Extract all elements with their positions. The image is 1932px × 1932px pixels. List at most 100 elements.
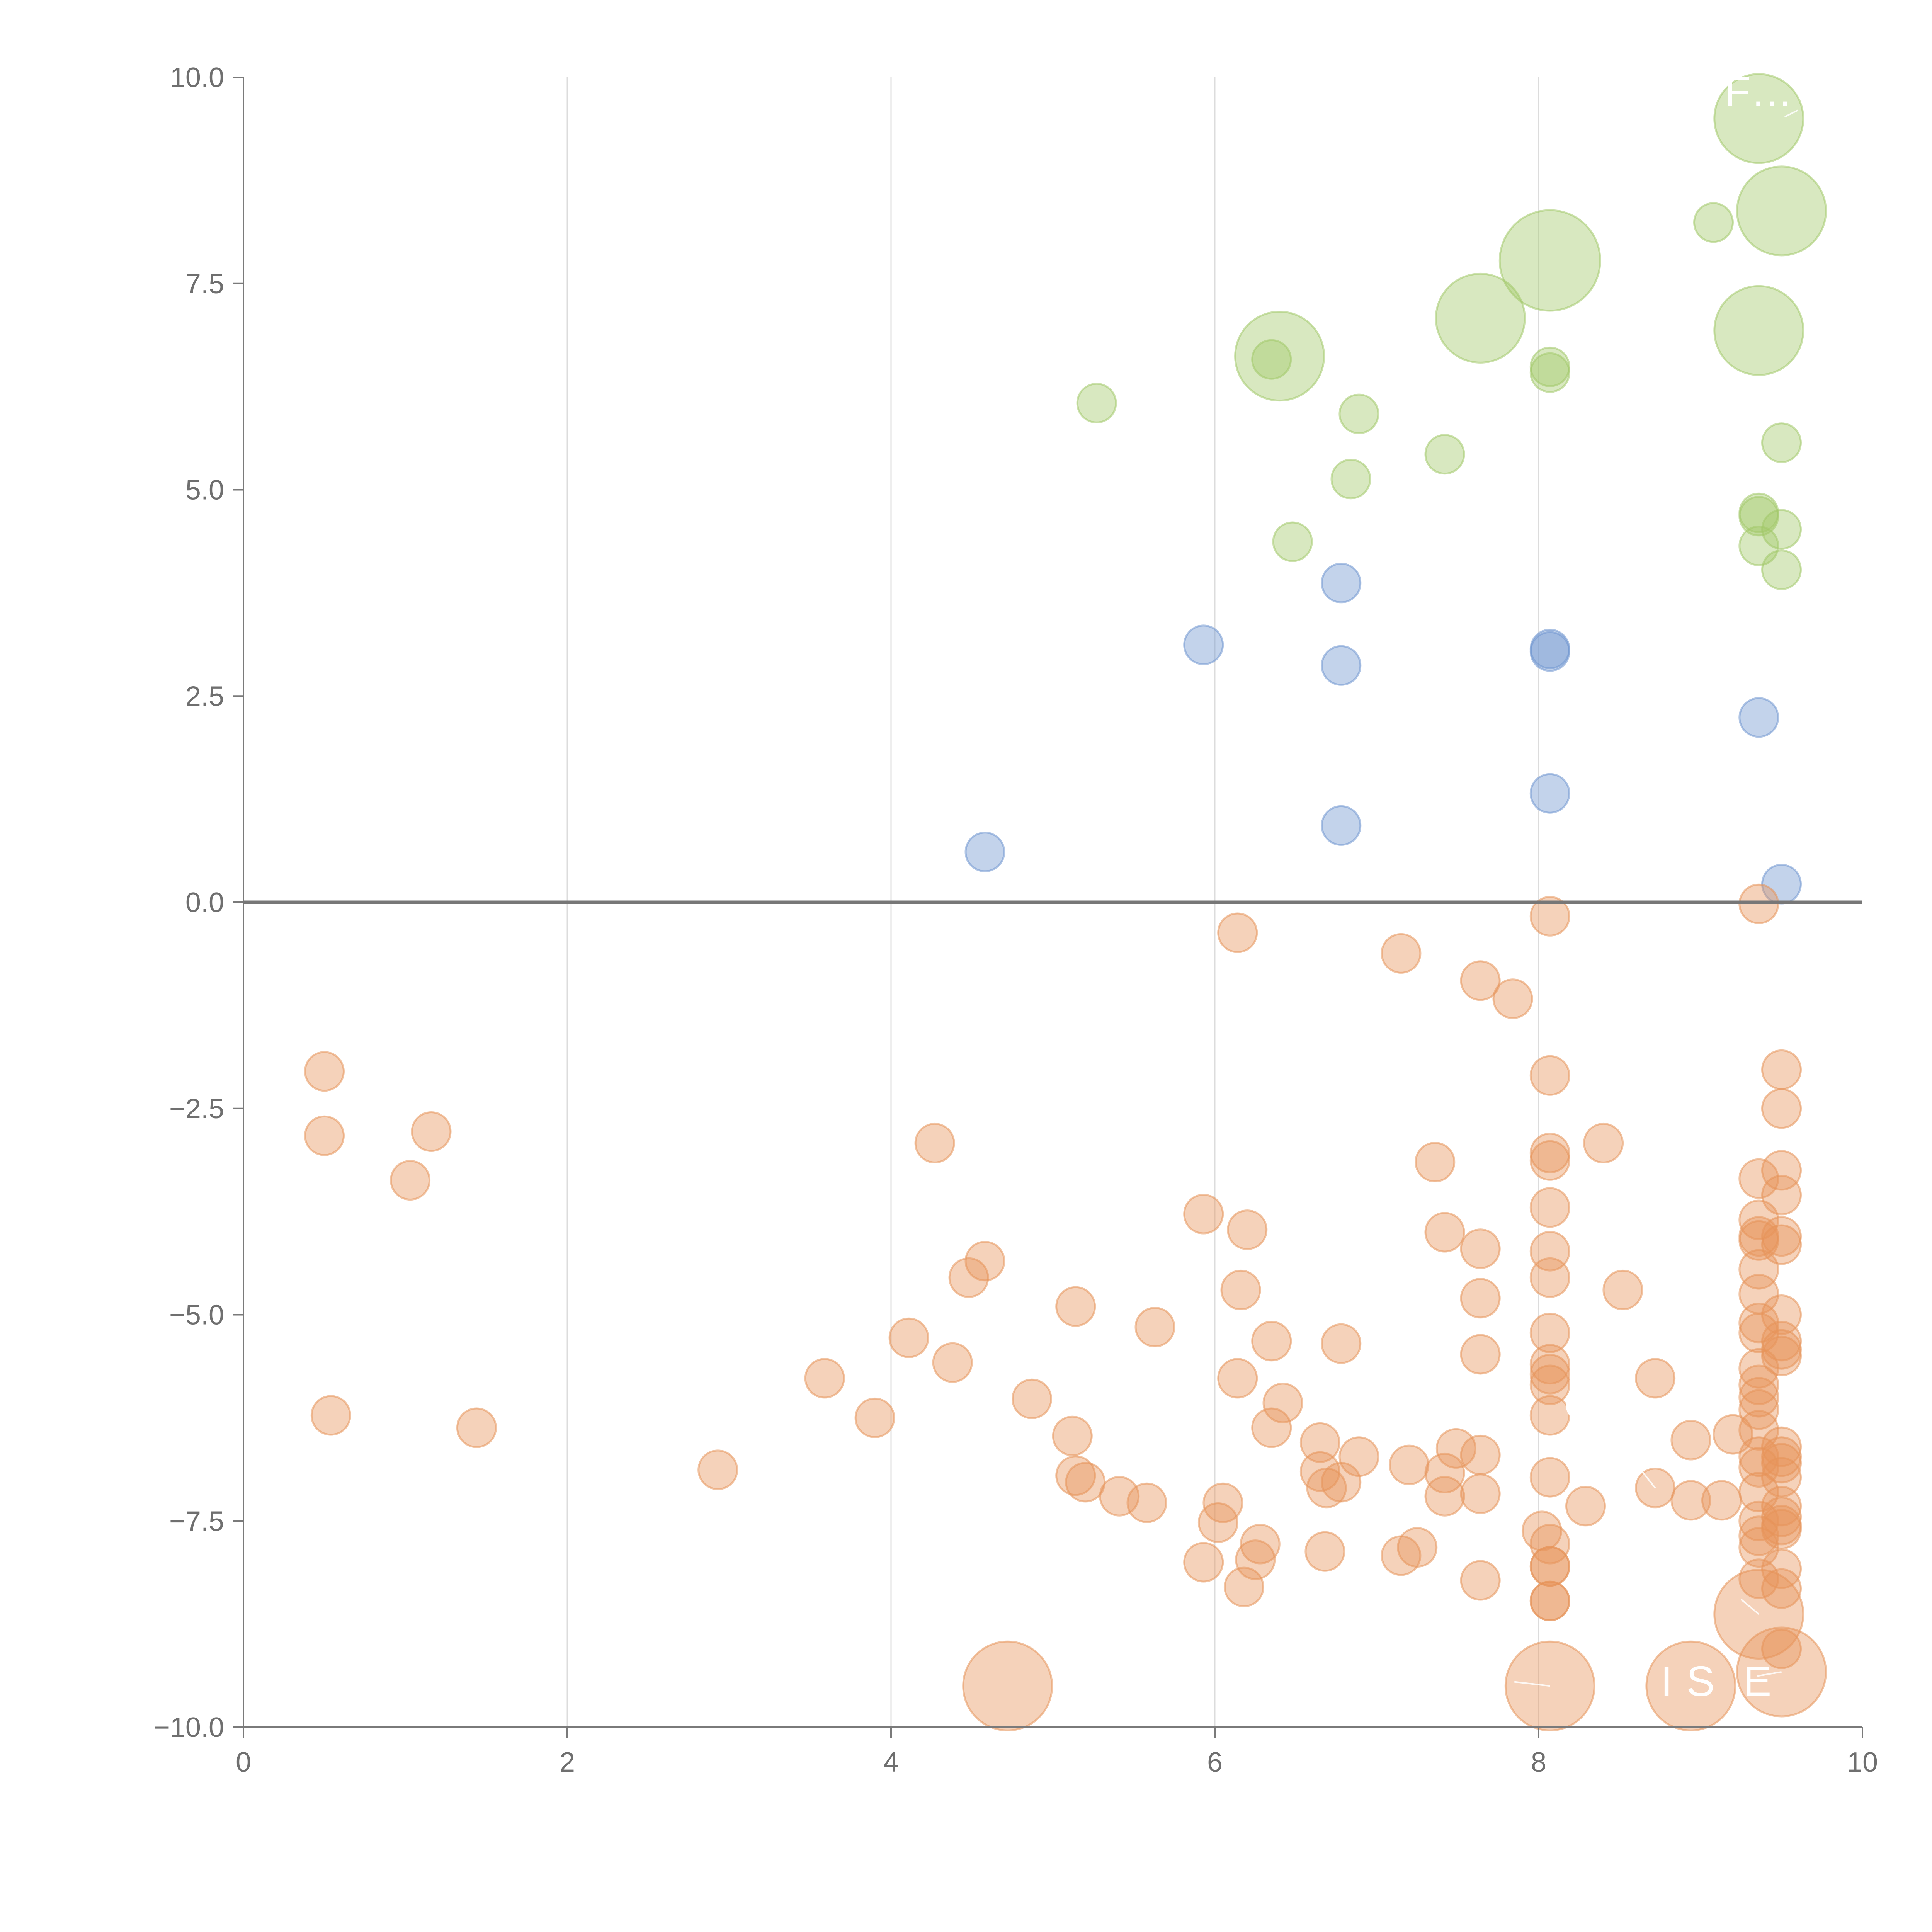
negative-point-93 xyxy=(1306,1468,1347,1509)
negative-point-25 xyxy=(1424,1212,1465,1253)
annotation-label-4: E xyxy=(1743,1658,1771,1705)
negative-point-21 xyxy=(1529,1187,1570,1228)
negative-point-102 xyxy=(1126,1482,1167,1523)
negative-point-4 xyxy=(1460,960,1501,1001)
negative-point-101 xyxy=(1202,1482,1243,1523)
y-tick-label-7: −7.5 xyxy=(169,1506,224,1537)
low-positive-point-0 xyxy=(1321,563,1362,604)
high-positive-point-5 xyxy=(1234,311,1325,402)
negative-point-24 xyxy=(1227,1209,1268,1250)
negative-point-76 xyxy=(1435,1428,1476,1469)
negative-point-8 xyxy=(1761,1049,1802,1090)
axes-layer: 0 2 4 6 8 10 10.0 7.5 5.0 2.5 0.0 −2.5 −5.0 −7.5 −10.0 xyxy=(154,62,1878,1778)
negative-point-70 xyxy=(1251,1407,1292,1448)
negative-point-67 xyxy=(1529,1395,1570,1436)
negative-point-117 xyxy=(1381,1535,1422,1576)
negative-point-74 xyxy=(1670,1420,1711,1461)
negative-point-98 xyxy=(1424,1476,1465,1517)
negative-point-18 xyxy=(1761,1150,1802,1191)
negative-point-72 xyxy=(1713,1414,1753,1455)
negative-point-104 xyxy=(1565,1486,1606,1527)
negative-point-58 xyxy=(1217,1358,1258,1399)
x-tick-label-1: 2 xyxy=(560,1747,575,1778)
negative-point-13 xyxy=(1583,1122,1624,1163)
negative-point-125 xyxy=(1223,1566,1264,1607)
x-tick-label-3: 6 xyxy=(1207,1747,1223,1778)
negative-point-91 xyxy=(1065,1462,1106,1503)
negative-point-35 xyxy=(1529,1257,1570,1298)
negative-point-33 xyxy=(1738,1249,1779,1290)
negative-point-44 xyxy=(1529,1313,1570,1353)
annotation-leader-2 xyxy=(1514,1681,1550,1687)
negative-point-83 xyxy=(1389,1444,1430,1485)
points-layer xyxy=(304,73,1827,1731)
negative-point-116 xyxy=(1304,1531,1345,1572)
high-positive-point-3 xyxy=(1435,272,1526,364)
high-positive-point-13 xyxy=(1330,459,1371,500)
negative-point-85 xyxy=(1738,1447,1779,1488)
y-tick-label-1: 7.5 xyxy=(185,269,224,299)
high-positive-point-20 xyxy=(1761,549,1802,590)
negative-point-68 xyxy=(854,1397,895,1438)
annotation-leader-1 xyxy=(1635,1463,1656,1489)
negative-point-17 xyxy=(1738,1158,1779,1199)
high-positive-point-16 xyxy=(1738,496,1779,537)
low-positive-point-8 xyxy=(964,832,1005,872)
negative-point-87 xyxy=(1424,1452,1465,1493)
negative-point-39 xyxy=(1460,1278,1501,1319)
negative-point-36 xyxy=(1220,1269,1261,1310)
annotation-label-2: I xyxy=(1661,1658,1673,1705)
annotation-label-3: S xyxy=(1686,1658,1714,1705)
x-tick-label-4: 8 xyxy=(1531,1747,1546,1778)
negative-point-119 xyxy=(1183,1542,1224,1583)
negative-point-16 xyxy=(1415,1142,1456,1182)
negative-point-15 xyxy=(1529,1140,1570,1181)
negative-point-31 xyxy=(1460,1228,1501,1269)
negative-point-5 xyxy=(1492,978,1533,1019)
high-positive-point-11 xyxy=(1338,393,1379,434)
negative-point-84 xyxy=(697,1449,738,1490)
negative-point-64 xyxy=(1262,1383,1303,1423)
high-positive-point-12 xyxy=(1424,434,1465,475)
high-positive-point-8 xyxy=(1076,383,1117,423)
negative-point-66 xyxy=(310,1395,351,1436)
y-tick-label-4: 0.0 xyxy=(185,887,224,918)
high-positive-point-14 xyxy=(1761,422,1802,463)
high-positive-point-10 xyxy=(1529,352,1570,393)
high-positive-point-17 xyxy=(1761,509,1802,550)
y-tick-label-8: −10.0 xyxy=(154,1712,224,1743)
low-positive-point-4 xyxy=(1529,631,1570,672)
negative-point-63 xyxy=(1012,1378,1052,1419)
negative-point-56 xyxy=(1529,1354,1570,1395)
high-positive-point-0 xyxy=(1713,73,1804,164)
negative-point-10 xyxy=(304,1115,345,1156)
negative-point-81 xyxy=(1738,1436,1779,1477)
negative-point-7 xyxy=(1529,1055,1570,1096)
high-positive-point-6 xyxy=(1251,339,1292,380)
negative-point-51 xyxy=(1460,1334,1501,1375)
y-tick-label-5: −2.5 xyxy=(169,1094,224,1124)
negative-point-128 xyxy=(1529,1580,1570,1621)
annotation-label-0: F… xyxy=(1725,68,1793,116)
negative-point-132 xyxy=(962,1640,1053,1731)
negative-point-40 xyxy=(1055,1286,1096,1327)
negative-point-2 xyxy=(1217,912,1258,953)
low-positive-point-1 xyxy=(1183,624,1224,665)
negative-point-121 xyxy=(1529,1546,1570,1587)
negative-point-3 xyxy=(1381,933,1422,974)
negative-point-12 xyxy=(914,1122,955,1163)
negative-point-100 xyxy=(1670,1480,1711,1521)
negative-point-37 xyxy=(1602,1269,1643,1310)
negative-point-60 xyxy=(1529,1364,1570,1405)
negative-point-89 xyxy=(1529,1457,1570,1498)
annotation-leader-4 xyxy=(1757,1671,1782,1677)
negative-point-11 xyxy=(411,1111,452,1152)
x-tick-label-2: 4 xyxy=(883,1747,899,1778)
low-positive-point-2 xyxy=(1321,645,1362,686)
negative-point-52 xyxy=(1761,1335,1802,1376)
negative-point-99 xyxy=(1701,1480,1742,1521)
high-positive-point-4 xyxy=(1713,285,1804,376)
negative-point-65 xyxy=(1738,1389,1779,1430)
